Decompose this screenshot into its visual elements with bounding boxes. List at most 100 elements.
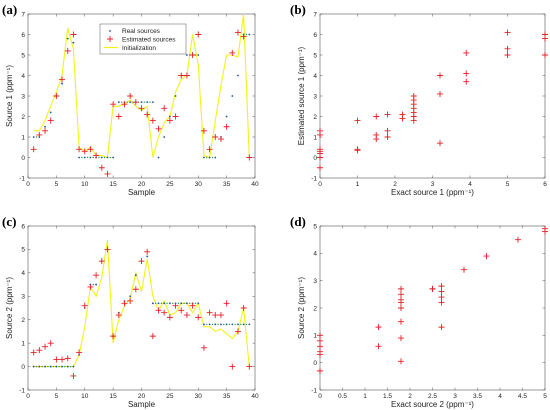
point-real-source [214,156,217,159]
x-tick-label: 0 [26,393,30,400]
point-real-source [248,33,251,36]
x-tick-label: 30 [195,393,203,400]
y-tick-label: -1 [311,175,317,182]
point-real-source [100,156,103,159]
point-estimated-source [93,152,100,159]
point-estimated-source [64,355,71,362]
legend-label-initialization: Initialization [122,45,156,52]
x-axis-label: Exact source 1 (ppm⁻¹) [391,188,474,197]
x-tick-label: 3.5 [473,393,482,400]
x-tick-label: 2.5 [428,393,437,400]
point-estimated-source [110,333,117,340]
scatter-point [437,140,443,147]
y-tick-label: 5 [21,247,25,254]
scatter-point [399,111,406,118]
y-tick-label: 3 [21,294,25,301]
point-estimated-source [195,314,202,321]
point-estimated-source [229,49,236,56]
y-tick-label: 0 [313,360,317,367]
x-tick-label: 4 [468,181,472,188]
point-estimated-source [53,356,60,363]
panel-letter: (d) [290,214,306,229]
plot-frame [319,225,546,391]
point-estimated-source [229,363,236,370]
point-estimated-source [70,31,77,38]
plot-frame [319,13,546,179]
scatter-point [398,285,404,292]
point-real-source-mid [177,302,180,305]
point-estimated-source [59,356,66,363]
y-tick-label: 0 [21,155,25,162]
point-real-source-mid [92,156,94,159]
scatter-point [483,253,490,260]
point-real-source-mid [143,101,146,103]
point-real-source-mid [183,302,185,305]
point-real-source [208,323,211,326]
point-real-source [151,302,154,305]
scatter-point [354,147,361,154]
panel-a: (a)0 5 10 15 20 25 30 35 40-101234567SampleSourc… [2,2,259,197]
scatter-point [515,236,521,243]
point-real-source [146,101,149,104]
point-estimated-source [121,101,128,108]
y-tick-label: 1 [21,340,25,347]
x-tick-label: 5 [55,393,59,400]
point-estimated-source [132,286,139,293]
y-tick-label: 5 [313,52,317,59]
point-estimated-source [144,111,151,118]
scatter-point [398,335,404,342]
x-tick-label: 0.5 [338,393,347,400]
scatter-point [438,283,445,290]
point-estimated-source [149,117,156,124]
point-estimated-source [59,76,66,83]
point-real-source-mid [223,323,225,326]
point-real-source [168,115,171,118]
x-tick-label: 0 [26,181,30,188]
point-real-source [163,302,166,305]
point-real-source [197,302,200,305]
point-real-source [78,156,80,159]
point-estimated-source [47,340,54,347]
x-tick-label: 2 [393,181,397,188]
scatter-point [384,111,391,118]
x-tick-label: 40 [251,181,259,188]
point-estimated-source [166,117,173,124]
point-real-source-mid [35,136,38,138]
y-axis-label: Source 2 (ppm⁻¹) [5,277,14,339]
point-estimated-source [36,131,43,138]
point-estimated-source [104,246,111,253]
x-tick-label: 0 [318,181,322,188]
point-estimated-source [183,312,190,319]
scatter-point [398,305,404,311]
x-tick-label: 4.5 [518,393,527,400]
point-estimated-source [127,93,134,99]
point-real-source-mid [154,302,157,305]
scatter-point [398,358,404,365]
point-estimated-source [223,123,230,130]
point-real-source [89,156,92,159]
point-estimated-source [172,302,179,309]
point-estimated-source [115,312,122,319]
point-estimated-source [212,312,219,319]
point-real-source [151,101,154,104]
x-tick-label: 20 [138,393,146,400]
point-estimated-source [234,328,241,335]
point-real-source [66,37,69,40]
panel-letter: (b) [290,2,306,17]
scatter-point [375,324,382,331]
x-tick-label: 40 [251,393,259,400]
scatter-point [437,72,443,79]
point-real-source-mid [211,156,214,159]
scatter-point [317,127,323,134]
point-real-source [72,41,75,44]
x-tick-label: 2 [408,393,412,400]
point-real-source [44,125,46,128]
point-estimated-source [189,52,196,58]
point-estimated-source [70,372,77,379]
x-tick-label: 5 [543,393,547,400]
point-estimated-source [104,170,111,177]
scatter-point [429,285,436,292]
scatter-point [463,78,470,85]
point-estimated-source [138,105,145,112]
